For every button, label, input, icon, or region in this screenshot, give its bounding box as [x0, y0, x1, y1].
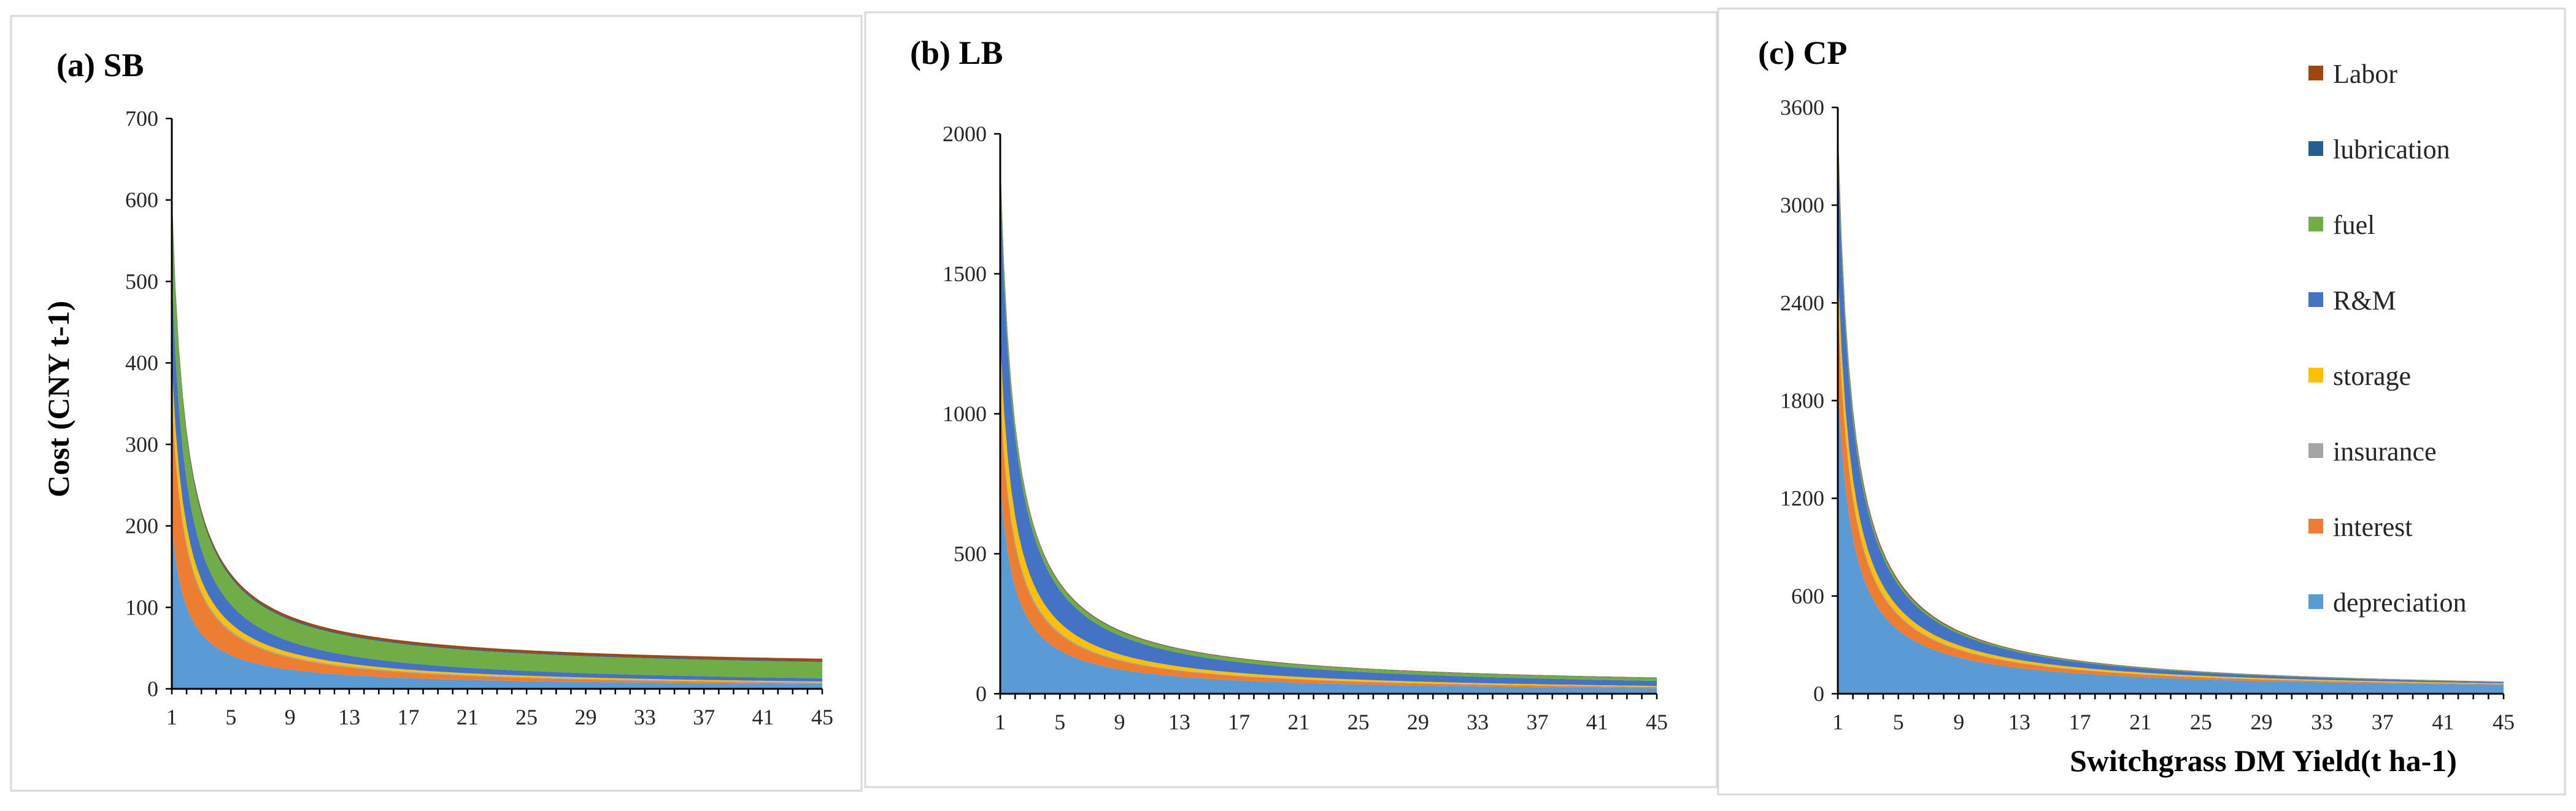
panel-b-frame: [864, 11, 1718, 788]
x-tick-label: 29: [2250, 710, 2272, 734]
x-tick-label: 37: [1526, 710, 1548, 734]
y-tick-label: 0: [976, 681, 987, 706]
y-tick-label: 1800: [1780, 389, 1824, 413]
legend-label-insurance: insurance: [2333, 437, 2437, 467]
area-randm: [1000, 181, 1657, 686]
x-axis-title: Switchgrass DM Yield(t ha-1): [2070, 743, 2457, 778]
y-tick-label: 2400: [1780, 290, 1824, 315]
y-tick-label: 1200: [1780, 486, 1824, 511]
x-tick-label: 13: [2008, 710, 2030, 734]
x-tick-label: 41: [2432, 710, 2454, 734]
panel-b-plot: 0 500 1000 1500 2000 1 5 9 13 17 21 25 29 33 37 41 45: [943, 122, 1668, 734]
x-tick-label: 29: [575, 705, 597, 729]
x-tick-label: 45: [2493, 710, 2515, 734]
panel-a-title: (a) SB: [56, 47, 144, 83]
x-tick-label: 33: [634, 705, 656, 729]
area-lubrication: [1000, 160, 1657, 678]
x-tick-label: 9: [1114, 710, 1125, 734]
legend-swatch-lubrication: [2308, 141, 2323, 156]
y-tick-label: 400: [125, 351, 158, 375]
y-tick-label: 600: [1791, 584, 1824, 608]
legend-label-randm: R&M: [2333, 285, 2396, 316]
y-tick-label: 300: [125, 432, 158, 457]
x-tick-label: 1: [166, 705, 177, 729]
x-tick-label: 21: [2129, 710, 2151, 734]
legend-swatch-randm: [2308, 292, 2323, 307]
legend-label-lubrication: lubrication: [2333, 134, 2450, 165]
area-depreciation: [172, 526, 822, 689]
y-tick-label: 1000: [943, 402, 987, 426]
panel-a-frame: [10, 15, 863, 792]
x-tick-label: 17: [2069, 710, 2091, 734]
legend-swatch-insurance: [2308, 443, 2323, 458]
x-tick-label: 21: [457, 705, 479, 729]
x-tick-label: 5: [1054, 710, 1065, 734]
x-tick-label: 41: [1586, 710, 1608, 734]
area-labor: [172, 192, 822, 661]
x-tick-label: 17: [1228, 710, 1250, 734]
x-tick-label: 17: [397, 705, 419, 729]
area-lubrication: [172, 193, 822, 662]
x-tick-label: 9: [1953, 710, 1964, 734]
y-tick-label: 600: [125, 188, 158, 212]
y-tick-label: 700: [125, 106, 158, 131]
area-depreciation: [1838, 384, 2504, 694]
x-tick-label: 13: [338, 705, 360, 729]
x-tick-label: 5: [1893, 710, 1904, 734]
area-labor: [1000, 156, 1657, 678]
legend-swatch-depreciation: [2308, 594, 2323, 609]
x-tick-label: 25: [515, 705, 538, 729]
area-fuel: [172, 198, 822, 678]
y-tick-label: 1500: [943, 262, 987, 286]
x-tick-label: 45: [1646, 710, 1668, 734]
area-depreciation: [1000, 481, 1657, 694]
panel-c-frame: [1717, 7, 2566, 796]
x-tick-label: 1: [995, 710, 1006, 734]
x-tick-label: 25: [1348, 710, 1370, 734]
x-tick-label: 33: [1467, 710, 1489, 734]
y-tick-label: 100: [125, 595, 158, 619]
area-fuel: [1000, 161, 1657, 681]
legend-swatch-interest: [2308, 519, 2323, 534]
x-tick-label: 45: [811, 705, 833, 729]
y-tick-label: 3600: [1780, 95, 1824, 120]
legend-label-fuel: fuel: [2333, 210, 2375, 240]
panel-b-title: (b) LB: [910, 34, 1003, 71]
legend-swatch-labor: [2308, 66, 2323, 80]
legend-label-interest: interest: [2333, 512, 2413, 542]
x-tick-label: 9: [285, 705, 296, 729]
x-tick-label: 41: [752, 705, 774, 729]
y-axis-title: Cost (CNY t-1): [41, 301, 75, 497]
legend: Labor lubrication fuel R&M storage insurance i…: [2308, 59, 2466, 618]
legend-swatch-storage: [2308, 368, 2323, 382]
legend-label-storage: storage: [2333, 361, 2411, 391]
y-tick-label: 200: [125, 514, 158, 538]
x-tick-label: 21: [1287, 710, 1309, 734]
area-interest: [172, 403, 822, 684]
x-tick-label: 5: [225, 705, 236, 729]
legend-swatch-fuel: [2308, 217, 2323, 231]
x-tick-label: 33: [2311, 710, 2333, 734]
panel-a-plot: 0 100 200 300 400 500 600 700 1 5 9 13 17 21 25 29 33 37 4…: [125, 106, 833, 729]
legend-label-depreciation: depreciation: [2333, 588, 2466, 618]
y-tick-label: 0: [1813, 681, 1824, 706]
y-tick-label: 3000: [1780, 193, 1824, 217]
y-tick-label: 2000: [943, 122, 987, 146]
x-tick-label: 25: [2190, 710, 2212, 734]
legend-label-labor: Labor: [2333, 59, 2397, 89]
y-tick-label: 500: [954, 541, 987, 566]
x-tick-label: 1: [1832, 710, 1843, 734]
panel-c-title: (c) CP: [1758, 34, 1847, 71]
x-tick-label: 29: [1407, 710, 1429, 734]
x-tick-label: 37: [2372, 710, 2394, 734]
panel-c-plot: 0 600 1200 1800 2400 3000 3600 1 5 9 13 17 21 25 29 33 3…: [1780, 95, 2515, 734]
x-tick-label: 13: [1168, 710, 1190, 734]
y-tick-label: 0: [147, 677, 158, 701]
x-tick-label: 37: [693, 705, 715, 729]
y-tick-label: 500: [125, 269, 158, 293]
